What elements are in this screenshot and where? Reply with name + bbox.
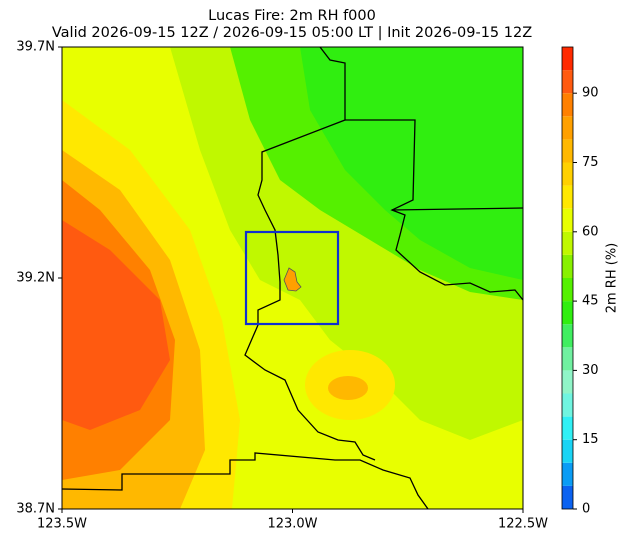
colorbar-tick-label: 60 [582, 224, 599, 239]
colorbar-tick-label: 45 [582, 294, 599, 309]
colorbar-band [562, 70, 573, 94]
fire-perimeter [283, 267, 302, 292]
colorbar-band [562, 93, 573, 117]
chart-subtitle: Valid 2026-09-15 12Z / 2026-09-15 05:00 … [52, 25, 532, 41]
colorbar-band [562, 462, 573, 486]
colorbar-band [562, 278, 573, 302]
colorbar-band [562, 208, 573, 232]
colorbar-band [562, 439, 573, 463]
chart-title: Lucas Fire: 2m RH f000 [208, 8, 376, 24]
colorbar-band [562, 116, 573, 140]
colorbar-band [562, 324, 573, 348]
rh-contour [62, 220, 170, 430]
map-field [62, 47, 523, 509]
colorbar-band [562, 231, 573, 255]
colorbar-tick-label: 15 [582, 432, 599, 447]
y-tick-label: 38.7N [16, 502, 55, 517]
colorbar-tick-label: 0 [582, 502, 590, 517]
colorbar-tick-label: 90 [582, 86, 599, 101]
county-line [345, 119, 523, 301]
area-box [244, 230, 340, 326]
colorbar-band [562, 416, 573, 440]
x-tick-label: 123.0W [267, 517, 317, 532]
county-line [62, 452, 429, 509]
x-tick-label: 122.5W [498, 517, 548, 532]
y-tick-label: 39.7N [16, 40, 55, 55]
colorbar-tick-label: 30 [582, 363, 599, 378]
y-tick-label: 39.2N [16, 271, 55, 286]
colorbar-band [562, 47, 573, 71]
colorbar-band [562, 370, 573, 394]
colorbar-band [562, 485, 573, 509]
rh-contour [300, 47, 523, 280]
rh-contour [328, 376, 368, 400]
colorbar-band [562, 393, 573, 417]
colorbar-label: 2m RH (%) [605, 243, 620, 314]
colorbar-band [562, 254, 573, 278]
colorbar-frame [561, 46, 574, 510]
colorbar-band [562, 162, 573, 186]
colorbar-band [562, 347, 573, 371]
colorbar-band [562, 139, 573, 163]
colorbar-band [562, 301, 573, 325]
county-line [244, 47, 376, 461]
colorbar-tick-label: 75 [582, 155, 599, 170]
county-line [391, 207, 523, 211]
x-tick-label: 123.5W [37, 517, 87, 532]
colorbar-band [562, 185, 573, 209]
